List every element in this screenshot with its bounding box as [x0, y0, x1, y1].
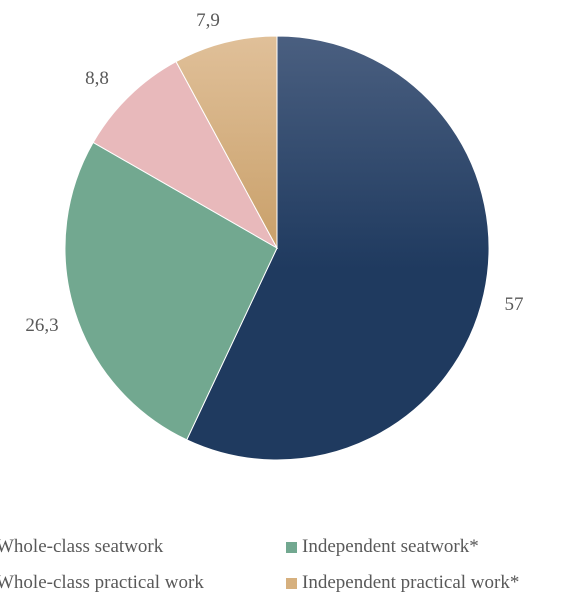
legend-item-independent-seatwork: Independent seatwork*: [286, 536, 479, 558]
legend: Whole-class seatwork Independent seatwor…: [0, 528, 577, 602]
pie-chart: 57 26,3 8,8 7,9: [25, 10, 524, 461]
legend-item-whole-class-seatwork: Whole-class seatwork: [0, 536, 163, 558]
data-label: 7,9: [196, 10, 220, 31]
pie-slice-whole-class-practical-work: [92, 60, 279, 250]
legend-label: Whole-class practical work: [0, 572, 204, 593]
legend-label: Independent practical work*: [302, 572, 520, 593]
pie-slice-independent-practical-work: [175, 35, 278, 249]
data-label: 57: [505, 294, 524, 315]
data-label: 26,3: [25, 315, 58, 336]
legend-item-whole-class-practical-work: Whole-class practical work: [0, 572, 204, 594]
legend-item-independent-practical-work: Independent practical work*: [286, 572, 519, 594]
legend-swatch: [286, 577, 297, 589]
legend-label: Whole-class seatwork: [0, 536, 164, 557]
legend-swatch: [286, 541, 297, 553]
pie-slice-whole-class-seatwork: [186, 35, 490, 461]
legend-label: Independent seatwork*: [302, 536, 479, 557]
pie-slice-independent-seatwork: [64, 141, 278, 441]
data-label: 8,8: [85, 68, 109, 89]
